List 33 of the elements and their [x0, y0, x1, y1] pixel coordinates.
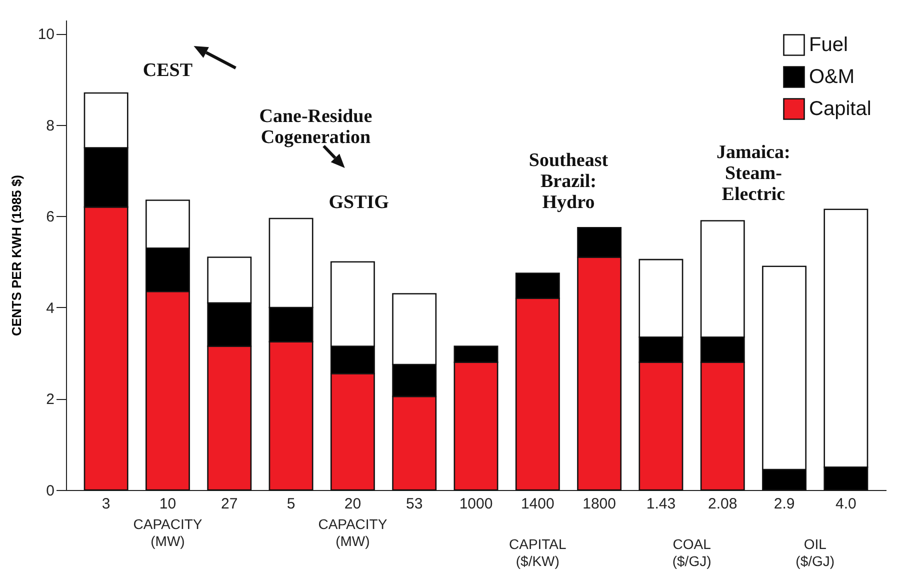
y-axis-title: CENTS PER KWH (1985 $)	[8, 174, 24, 336]
x-tick-label: 1400	[520, 496, 554, 512]
text: CAPITAL ($/KW)	[509, 536, 567, 569]
x-tick-label: 2.9	[774, 496, 795, 512]
annotation: GSTIG	[328, 192, 390, 213]
legend-label: Fuel	[809, 34, 848, 56]
y-tick-label: 10	[38, 26, 54, 44]
legend-label: O&M	[809, 66, 855, 88]
text: OIL ($/GJ)	[796, 536, 835, 569]
x-tick-label: 10	[159, 496, 176, 512]
x-tick-label: 4.0	[835, 496, 856, 512]
x-tick-label: 5	[286, 496, 296, 512]
x-tick-label: 20	[344, 496, 362, 512]
y-tick-label: 6	[46, 208, 54, 226]
y-tick-label: 2	[46, 391, 54, 408]
x-tick-label: 3	[102, 496, 110, 512]
annotation: CEST	[142, 60, 193, 81]
y-tick-label: 8	[46, 117, 54, 134]
y-tick-label: 4	[46, 300, 54, 317]
annotation: Jamaica: Steam- Electric	[716, 142, 790, 205]
text: CAPACITY (MW)	[318, 516, 388, 549]
annotation: Cane-Residue Cogeneration	[259, 106, 372, 148]
x-tick-label: 53	[406, 496, 423, 512]
text: CAPACITY (MW)	[133, 516, 203, 549]
x-tick-label: 1.43	[646, 496, 676, 512]
y-tick-label: 0	[46, 482, 54, 500]
legend-label: Capital	[809, 98, 872, 120]
text: COAL ($/GJ)	[672, 536, 712, 569]
x-tick-label: 1000	[459, 496, 493, 512]
x-tick-label: 2.08	[708, 496, 738, 512]
x-tick-label: 1800	[582, 496, 616, 512]
x-tick-label: 27	[221, 496, 238, 512]
annotation: Southeast Brazil: Hydro	[528, 150, 609, 213]
